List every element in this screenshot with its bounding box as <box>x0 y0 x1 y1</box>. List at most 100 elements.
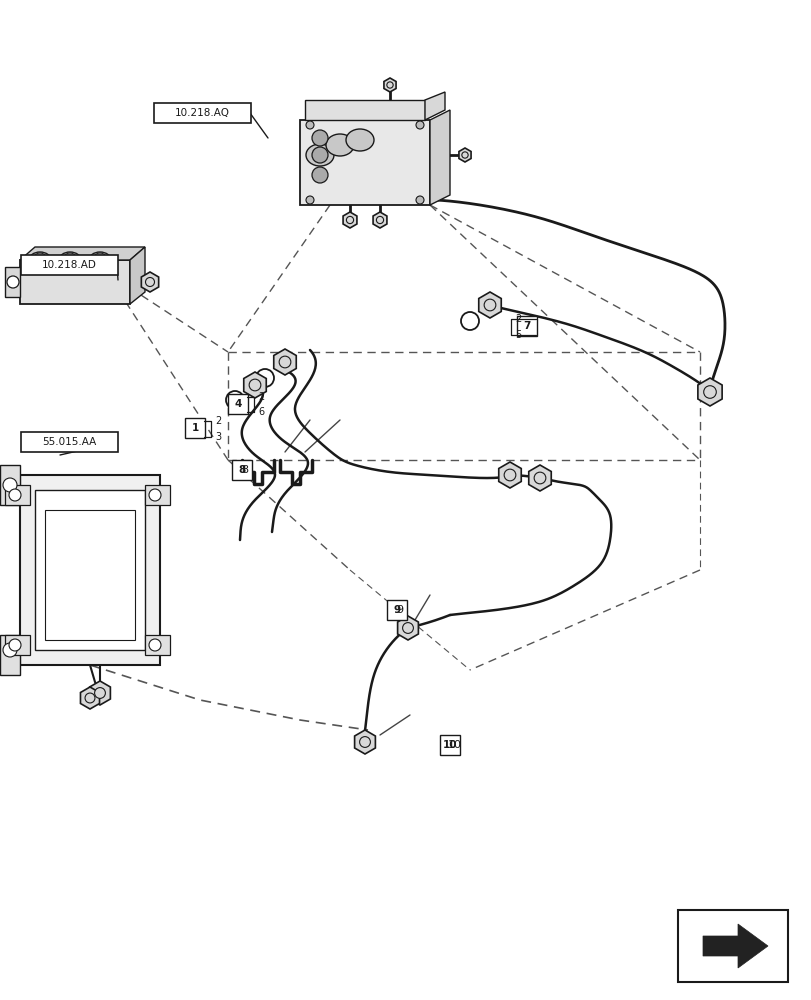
Circle shape <box>311 167 328 183</box>
Polygon shape <box>45 510 135 640</box>
Circle shape <box>225 391 243 409</box>
Polygon shape <box>702 924 767 968</box>
Circle shape <box>85 693 95 703</box>
Circle shape <box>311 130 328 146</box>
Polygon shape <box>343 212 357 228</box>
Polygon shape <box>20 475 160 665</box>
Ellipse shape <box>325 134 354 156</box>
Circle shape <box>9 639 21 651</box>
Circle shape <box>483 299 496 311</box>
Circle shape <box>255 369 273 387</box>
Ellipse shape <box>89 252 111 268</box>
Ellipse shape <box>345 129 374 151</box>
Text: 55.015.AA: 55.015.AA <box>42 437 97 447</box>
Polygon shape <box>145 635 169 655</box>
Circle shape <box>311 147 328 163</box>
Polygon shape <box>141 272 158 292</box>
Circle shape <box>461 312 478 330</box>
Circle shape <box>3 478 17 492</box>
Ellipse shape <box>29 252 51 268</box>
Circle shape <box>346 216 353 224</box>
Polygon shape <box>0 635 20 675</box>
Polygon shape <box>478 292 500 318</box>
Polygon shape <box>273 349 296 375</box>
Circle shape <box>148 489 161 501</box>
Circle shape <box>402 623 413 633</box>
Polygon shape <box>299 120 430 205</box>
Polygon shape <box>35 490 145 650</box>
Circle shape <box>148 639 161 651</box>
FancyBboxPatch shape <box>154 103 251 123</box>
Circle shape <box>386 82 393 88</box>
Polygon shape <box>20 247 145 260</box>
Text: 3: 3 <box>215 432 221 442</box>
Circle shape <box>359 737 370 747</box>
Polygon shape <box>243 372 266 398</box>
Circle shape <box>145 277 154 286</box>
Circle shape <box>279 356 290 368</box>
Ellipse shape <box>306 144 333 166</box>
Polygon shape <box>5 267 20 297</box>
FancyBboxPatch shape <box>21 255 118 275</box>
Text: 10: 10 <box>442 740 457 750</box>
Polygon shape <box>430 110 449 205</box>
Text: 7: 7 <box>522 321 530 331</box>
Text: 10: 10 <box>448 740 461 750</box>
Polygon shape <box>354 730 375 754</box>
Circle shape <box>93 253 107 267</box>
Text: 6: 6 <box>258 407 264 417</box>
FancyBboxPatch shape <box>185 418 204 438</box>
FancyBboxPatch shape <box>387 600 406 620</box>
Polygon shape <box>80 687 100 709</box>
Circle shape <box>703 386 715 398</box>
Circle shape <box>306 121 314 129</box>
Text: 9: 9 <box>393 605 400 615</box>
Text: 9: 9 <box>396 605 402 615</box>
Polygon shape <box>458 148 470 162</box>
Circle shape <box>3 643 17 657</box>
FancyBboxPatch shape <box>228 394 247 414</box>
Polygon shape <box>145 485 169 505</box>
Circle shape <box>33 253 47 267</box>
Circle shape <box>415 196 423 204</box>
Polygon shape <box>384 78 396 92</box>
Text: 2: 2 <box>514 314 521 324</box>
Polygon shape <box>528 465 551 491</box>
Circle shape <box>461 152 468 158</box>
Text: 8: 8 <box>241 465 248 475</box>
Text: 2: 2 <box>215 416 221 426</box>
Circle shape <box>7 276 19 288</box>
Polygon shape <box>130 247 145 304</box>
Circle shape <box>63 253 77 267</box>
Text: 1: 1 <box>191 423 199 433</box>
Polygon shape <box>0 465 20 505</box>
Text: 10.218.AD: 10.218.AD <box>42 260 97 270</box>
Text: 8: 8 <box>238 465 245 475</box>
Polygon shape <box>305 100 424 120</box>
Circle shape <box>376 216 383 224</box>
FancyBboxPatch shape <box>440 735 460 755</box>
FancyBboxPatch shape <box>232 460 251 480</box>
Circle shape <box>249 379 260 391</box>
Circle shape <box>9 489 21 501</box>
Polygon shape <box>5 485 30 505</box>
Polygon shape <box>20 260 130 304</box>
FancyBboxPatch shape <box>517 316 536 336</box>
Ellipse shape <box>59 252 81 268</box>
Circle shape <box>415 121 423 129</box>
Text: 5: 5 <box>514 330 521 340</box>
FancyBboxPatch shape <box>677 910 787 982</box>
Polygon shape <box>697 378 721 406</box>
Circle shape <box>306 196 314 204</box>
Circle shape <box>95 688 105 698</box>
Polygon shape <box>372 212 387 228</box>
Circle shape <box>504 469 515 481</box>
Polygon shape <box>397 616 418 640</box>
Polygon shape <box>424 92 444 120</box>
Text: 10.218.AQ: 10.218.AQ <box>175 108 230 118</box>
Polygon shape <box>5 635 30 655</box>
Polygon shape <box>498 462 521 488</box>
Polygon shape <box>89 681 110 705</box>
Circle shape <box>534 472 545 484</box>
FancyBboxPatch shape <box>21 432 118 452</box>
